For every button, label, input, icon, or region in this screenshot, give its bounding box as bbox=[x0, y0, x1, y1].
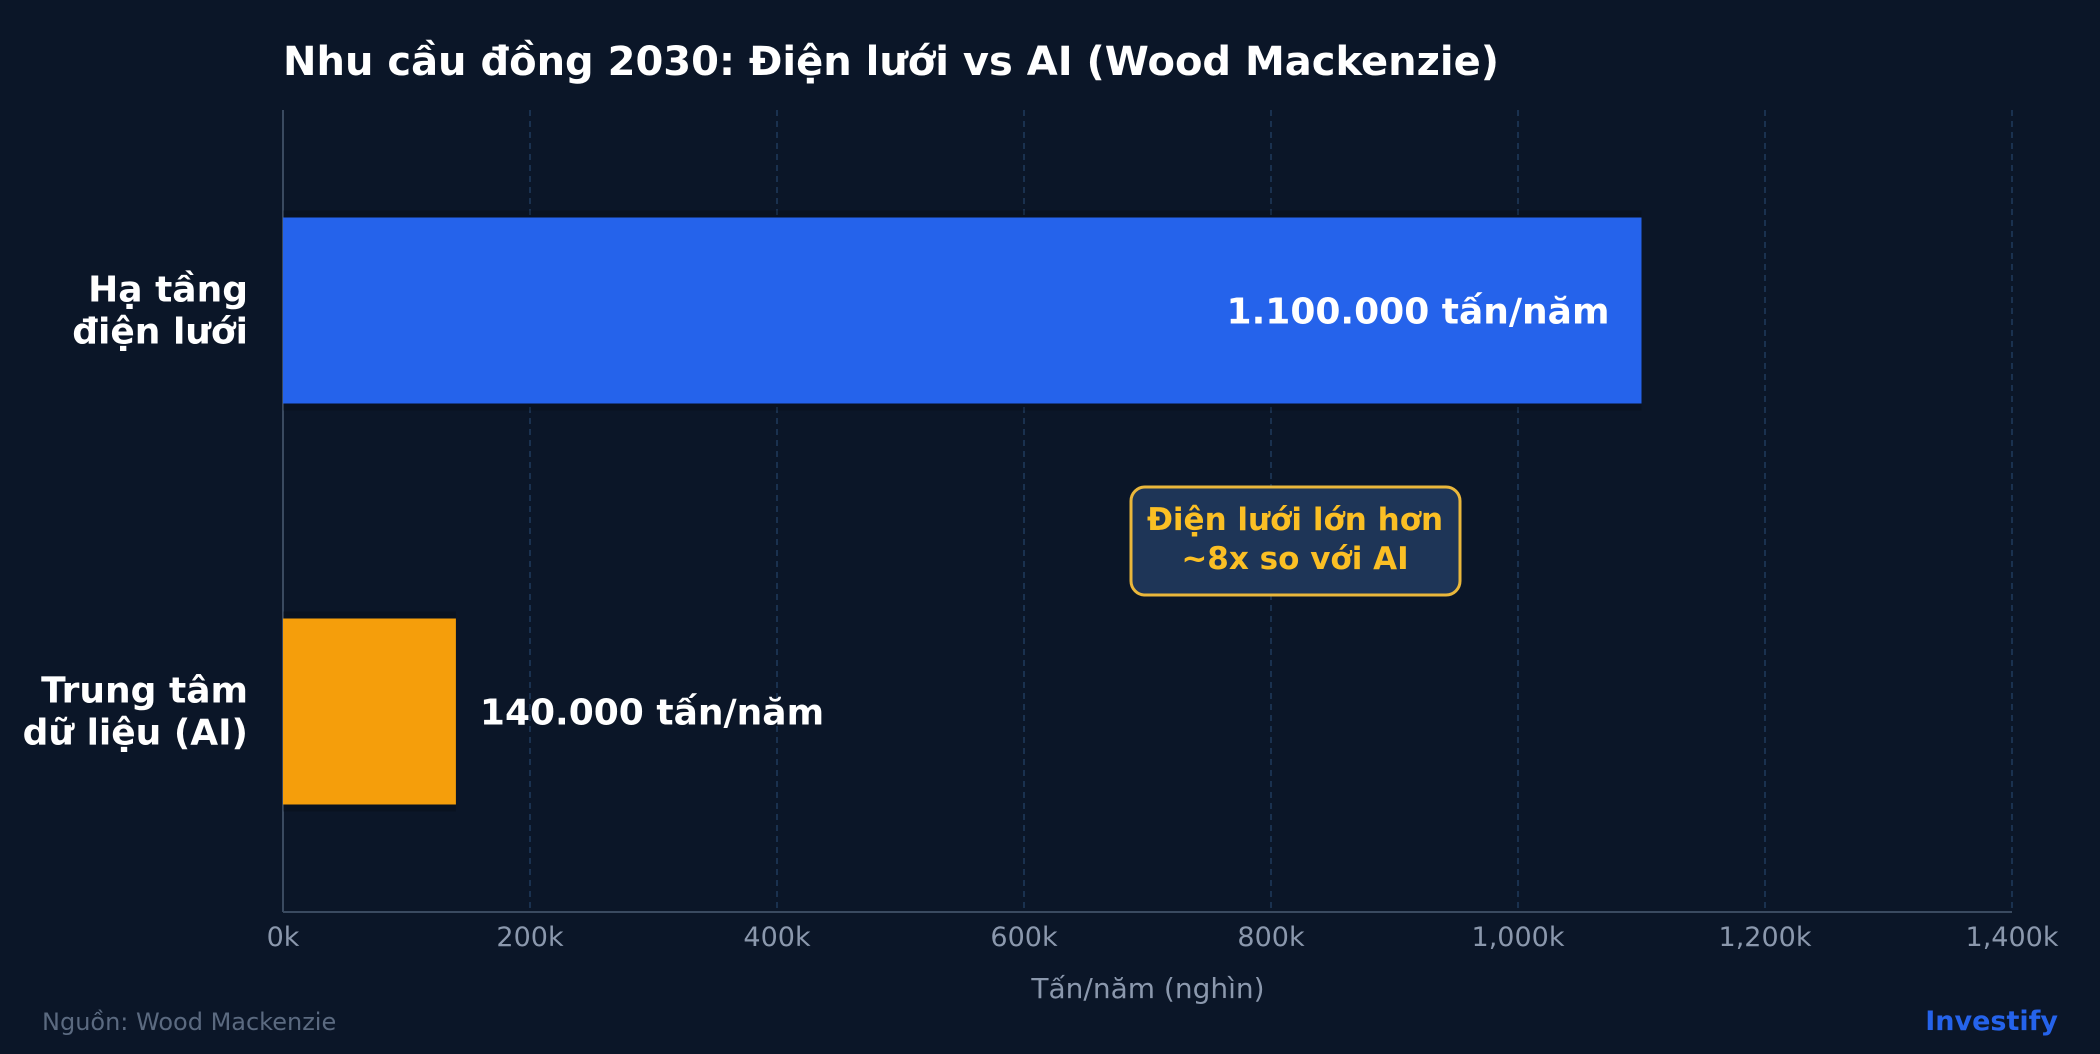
annotation-box bbox=[1129, 485, 1462, 597]
data-label: 140.000 tấn/năm bbox=[480, 693, 824, 734]
data-label: 1.100.000 tấn/năm bbox=[1227, 292, 1610, 333]
source-note: Nguồn: Wood Mackenzie bbox=[42, 1008, 336, 1036]
x-tick-label: 1,200k bbox=[1719, 922, 1812, 953]
x-tick-label: 1,000k bbox=[1472, 922, 1565, 953]
y-tick-label-line: dữ liệu (AI) bbox=[23, 713, 248, 754]
x-tick-label: 400k bbox=[743, 922, 811, 953]
y-tick-label-line: Hạ tầng bbox=[88, 270, 248, 311]
x-axis-label: Tấn/năm (nghìn) bbox=[1030, 972, 1264, 1005]
x-tick-label: 1,400k bbox=[1966, 922, 2059, 953]
label-layer: Hạ tầng điện lưới 1.100.000 tấn/năm Trung t… bbox=[23, 270, 1610, 754]
x-tick-label: 800k bbox=[1237, 922, 1305, 953]
y-tick-label: Trung tâm dữ liệu (AI) bbox=[23, 671, 248, 754]
bar bbox=[283, 618, 456, 805]
chart-title: Nhu cầu đồng 2030: Điện lưới vs AI (Wood… bbox=[283, 39, 1499, 85]
x-tick-label: 600k bbox=[990, 922, 1058, 953]
annotation-layer: Điện lưới lớn hơn ~8x so với AI bbox=[1129, 485, 1462, 597]
x-tick-label: 0k bbox=[267, 922, 300, 953]
brand-logo: Investify bbox=[1925, 1006, 2058, 1037]
y-tick-label: Hạ tầng điện lưới bbox=[72, 270, 248, 353]
bar-layer bbox=[283, 210, 1642, 812]
annotation-line: Điện lưới lớn hơn bbox=[1147, 502, 1443, 538]
annotation-text: Điện lưới lớn hơn ~8x so với AI bbox=[1147, 502, 1443, 577]
tick-layer: 0k 200k 400k 600k 800k 1,000k 1,200k 1,400k bbox=[267, 922, 2059, 953]
bar bbox=[283, 217, 1642, 404]
y-tick-label-line: Trung tâm bbox=[41, 671, 248, 712]
x-tick-label: 200k bbox=[496, 922, 564, 953]
annotation-line: ~8x so với AI bbox=[1181, 541, 1408, 577]
y-tick-label-line: điện lưới bbox=[72, 312, 248, 353]
